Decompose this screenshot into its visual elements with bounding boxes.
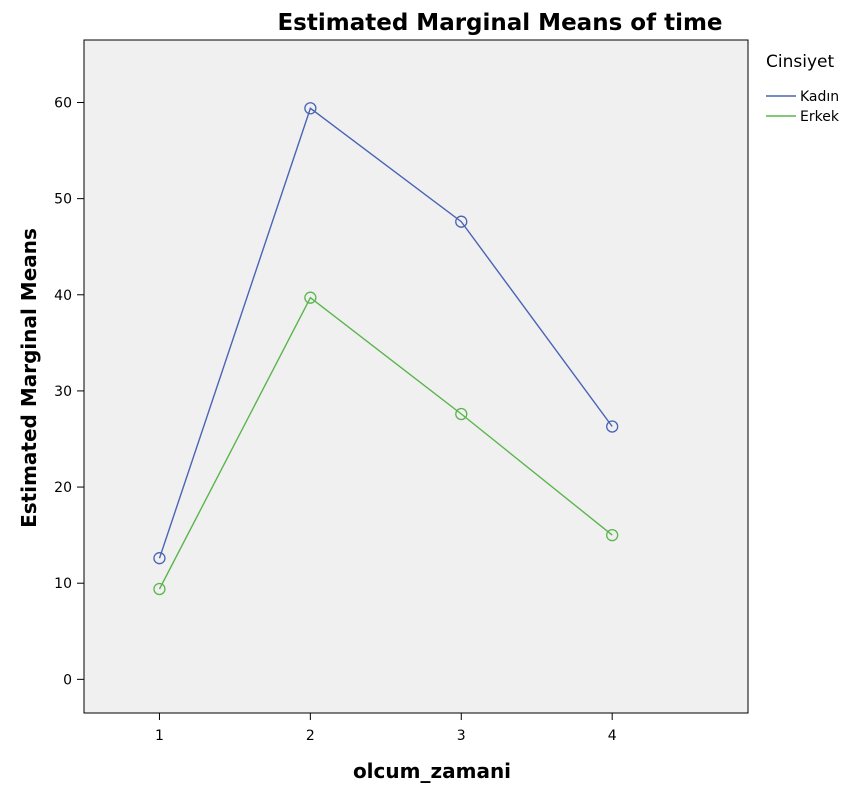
data-point [153,552,166,565]
data-point [304,291,317,304]
data-point [153,582,166,596]
y-tick-label: 60 [54,95,72,111]
data-point [606,420,619,433]
y-tick-label: 50 [54,192,72,208]
data-point [455,215,468,228]
x-tick-label: 1 [155,728,164,744]
y-tick-label: 0 [63,672,72,688]
x-tick-label: 2 [306,728,315,744]
y-axis-label: Estimated Marginal Means [17,228,41,528]
legend-label: Erkek [800,109,840,125]
y-tick-label: 10 [54,576,72,592]
y-axis: 0 10 20 30 40 50 60 [54,95,84,688]
legend-label: Kadın [800,89,839,105]
series-line-0 [158,107,613,559]
x-axis-label: olcum_zamani [353,759,511,783]
data-point [606,528,619,542]
series-line-1 [158,296,613,590]
x-tick-label: 4 [608,728,617,744]
legend-items: Kadın Erkek [766,89,840,125]
y-tick-label: 20 [54,480,72,496]
legend: Cinsiyet Kadın Erkek [766,52,840,125]
data-point [304,102,317,115]
series-layer [153,102,619,596]
x-axis: 1 2 3 4 [155,713,617,744]
y-tick-label: 40 [54,288,72,304]
plot-area [83,39,749,714]
legend-title: Cinsiyet [766,52,834,72]
chart-title: Estimated Marginal Means of time [277,10,722,36]
data-point [455,407,468,421]
y-tick-label: 30 [54,384,72,400]
x-tick-label: 3 [457,728,466,744]
